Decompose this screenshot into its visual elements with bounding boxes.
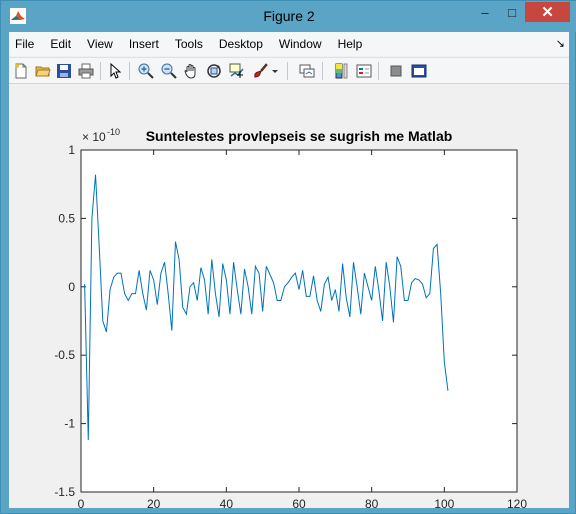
maximize-button[interactable]: □	[499, 2, 525, 22]
chart-title: Suntelestes provlepseis se sugrish me Ma…	[146, 128, 453, 144]
y-tick-label: -0.5	[54, 348, 75, 362]
maximize-icon: □	[508, 4, 516, 20]
x-tick-label: 20	[147, 497, 161, 508]
figure-canvas: 0 20 40 60 80 100 120 -1.5 -1 -0.5 0 0.5 1 × 10 -10 Sun…	[9, 85, 569, 508]
x-tick-label: 80	[365, 497, 379, 508]
colorbar-icon[interactable]	[331, 61, 351, 81]
menu-desktop[interactable]: Desktop	[218, 37, 263, 51]
menu-view[interactable]: View	[87, 37, 113, 51]
exponent-power-label: -10	[107, 127, 120, 137]
pan-icon[interactable]	[181, 61, 201, 81]
open-file-icon[interactable]	[33, 61, 53, 81]
axes-box	[80, 149, 518, 493]
series-line	[84, 174, 449, 441]
toolbar-separator	[287, 62, 288, 80]
y-tick-label: 0	[68, 280, 75, 294]
hide-plot-tools-icon[interactable]	[386, 61, 406, 81]
toolbar-separator	[322, 62, 323, 80]
new-figure-icon[interactable]	[11, 61, 31, 81]
menu-window[interactable]: Window	[278, 37, 322, 51]
figure-toolbar	[9, 57, 569, 84]
save-icon[interactable]	[54, 61, 74, 81]
x-tick-label: 40	[220, 497, 234, 508]
brush-icon[interactable]	[250, 61, 270, 81]
close-button[interactable]: ✕	[525, 2, 570, 22]
x-tick-label: 120	[507, 497, 527, 508]
data-cursor-icon[interactable]	[227, 61, 247, 81]
x-tick-label: 100	[434, 497, 454, 508]
menu-file[interactable]: File	[15, 37, 35, 51]
close-icon: ✕	[541, 4, 554, 21]
menu-bar: File Edit View Insert Tools Desktop Wind…	[9, 32, 569, 56]
dock-arrow-icon[interactable]: ↘	[555, 38, 565, 50]
toolbar-separator	[378, 62, 379, 80]
zoom-in-icon[interactable]	[136, 61, 156, 81]
window-title: Figure 2	[263, 8, 315, 24]
figure-client-area: File Edit View Insert Tools Desktop Wind…	[9, 32, 569, 508]
y-tick-label: -1.5	[54, 485, 75, 499]
link-plot-icon[interactable]	[297, 61, 317, 81]
x-tick-label: 60	[292, 497, 306, 508]
menu-insert[interactable]: Insert	[128, 37, 159, 51]
x-tick-label: 0	[78, 497, 85, 508]
matlab-app-icon[interactable]	[10, 8, 26, 24]
brush-dropdown-icon[interactable]	[269, 61, 281, 81]
print-icon[interactable]	[76, 61, 96, 81]
show-plot-tools-icon[interactable]	[409, 61, 429, 81]
title-bar[interactable]: Figure 2 – □ ✕	[1, 1, 576, 32]
y-tick-label: 1	[68, 143, 75, 157]
legend-icon[interactable]	[354, 61, 374, 81]
menu-edit[interactable]: Edit	[50, 37, 72, 51]
menu-help[interactable]: Help	[337, 37, 363, 51]
minimize-icon: –	[481, 4, 489, 20]
toolbar-separator	[100, 62, 101, 80]
exponent-base-label: × 10	[82, 130, 106, 144]
menu-tools[interactable]: Tools	[174, 37, 203, 51]
minimize-button[interactable]: –	[472, 2, 498, 22]
y-tick-label: 0.5	[58, 211, 75, 225]
toolbar-separator	[129, 62, 130, 80]
zoom-out-icon[interactable]	[159, 61, 179, 81]
y-tick-label: -1	[64, 417, 75, 431]
pointer-icon[interactable]	[105, 61, 125, 81]
rotate-3d-icon[interactable]	[204, 61, 224, 81]
plot-svg: 0 20 40 60 80 100 120 -1.5 -1 -0.5 0 0.5 1 × 10 -10 Sun…	[54, 127, 527, 508]
